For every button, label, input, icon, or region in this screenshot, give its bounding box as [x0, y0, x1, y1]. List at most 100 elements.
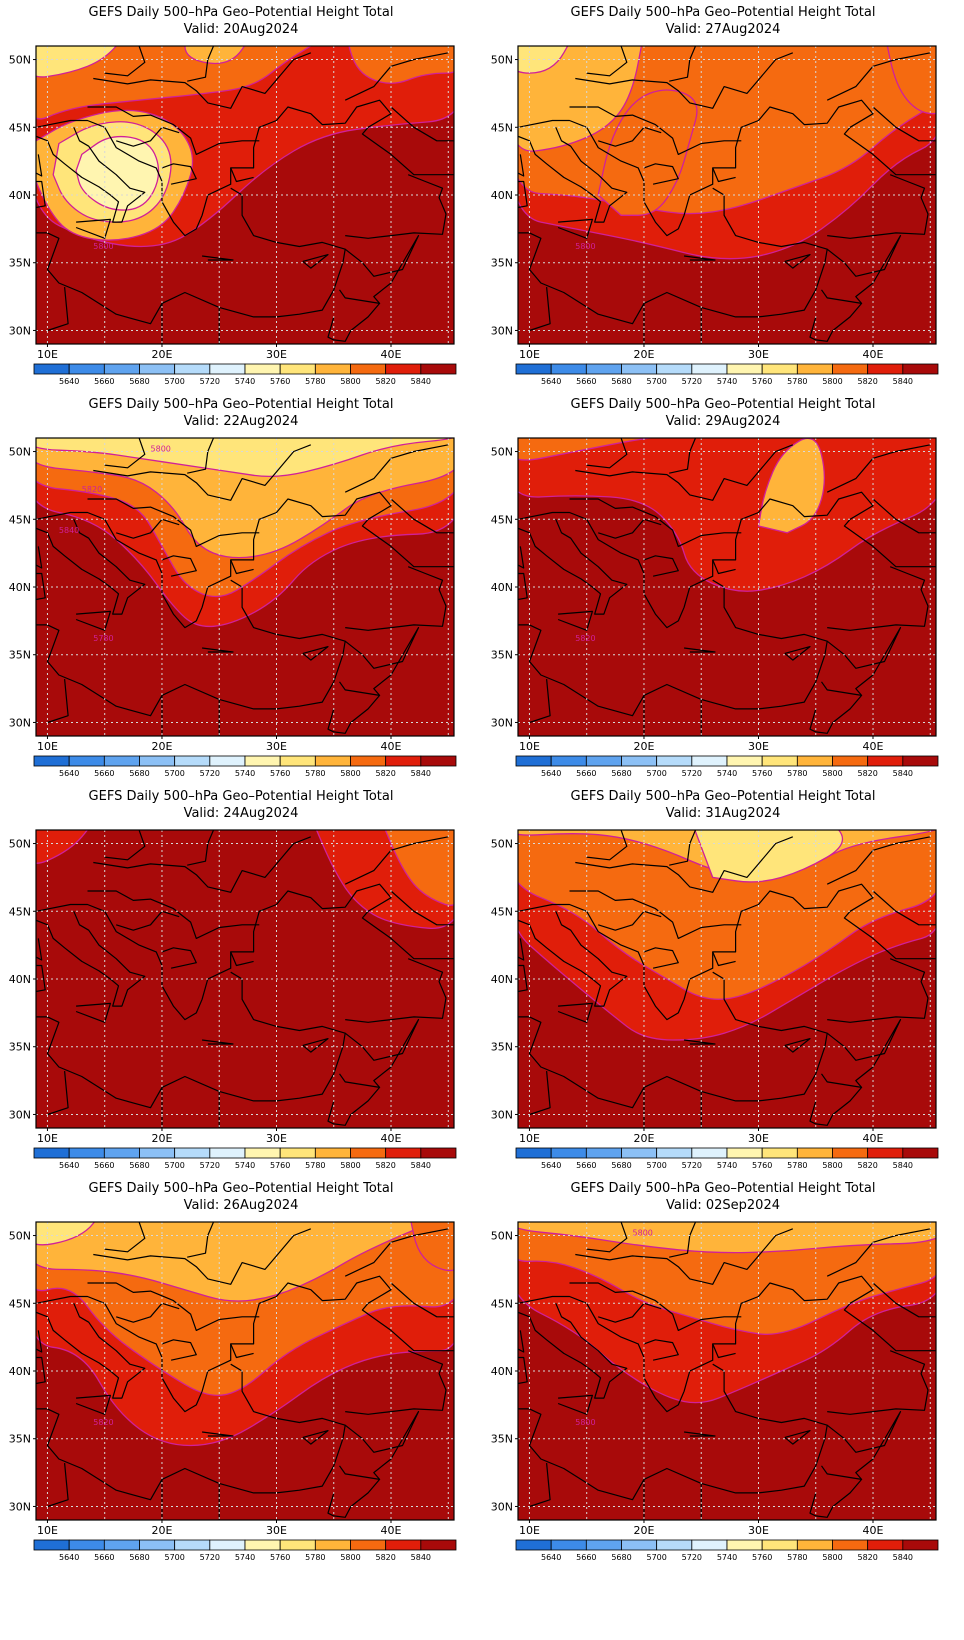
lon-label: 10E — [37, 740, 58, 753]
colorbar-label: 5760 — [752, 769, 772, 778]
coastline — [809, 695, 863, 734]
contour-band — [518, 830, 936, 1000]
coastline — [187, 438, 215, 474]
lon-label: 20E — [151, 1524, 172, 1537]
coastline — [518, 883, 936, 1021]
lon-label: 20E — [151, 348, 172, 361]
coastline — [575, 1228, 794, 1285]
lat-label: 50N — [491, 54, 513, 67]
colorbar-label: 5740 — [717, 769, 737, 778]
colorbar-label: 5680 — [129, 1161, 149, 1170]
colorbar-swatch — [420, 1147, 457, 1159]
coastline — [712, 951, 736, 967]
coastline — [187, 830, 215, 866]
map-panel: GEFS Daily 500–hPa Geo–Potential Height … — [0, 0, 482, 410]
colorbar-swatch — [279, 363, 316, 375]
colorbar-swatch — [656, 363, 693, 375]
colorbar-label: 5700 — [164, 377, 184, 386]
coastline — [345, 1350, 447, 1415]
colorbar-label: 5780 — [305, 1161, 325, 1170]
colorbar-swatch — [174, 1147, 211, 1159]
contour-label: 5800 — [575, 1418, 595, 1427]
lon-label: 10E — [519, 348, 540, 361]
colorbar-swatch — [515, 363, 552, 375]
colorbar-label: 5700 — [646, 1553, 666, 1562]
coastline — [161, 947, 197, 969]
coastline — [161, 163, 197, 185]
colorbar-swatch — [279, 755, 316, 767]
lat-label: 50N — [9, 54, 31, 67]
coastline — [569, 498, 742, 547]
lat-label: 30N — [9, 716, 31, 729]
colorbar-label: 5800 — [340, 377, 360, 386]
coastline — [36, 180, 46, 209]
colorbar-label: 5760 — [270, 769, 290, 778]
panel-title: GEFS Daily 500–hPa Geo–Potential Height … — [570, 397, 876, 412]
colorbar-swatch — [385, 363, 422, 375]
contour-band — [75, 135, 160, 211]
coastline — [872, 1282, 936, 1318]
colorbar-label: 5840 — [411, 769, 431, 778]
lat-label: 40N — [491, 189, 513, 202]
coastline — [327, 1479, 381, 1518]
map-canvas: 5820 50N 45N 40N 35N 30N 10E 20E 30E 40E 5640 5660 5… — [9, 1221, 457, 1562]
colorbar-label: 5640 — [541, 377, 561, 386]
coastline — [327, 695, 381, 734]
coastline — [575, 444, 794, 501]
map-panel: GEFS Daily 500–hPa Geo–Potential Height … — [482, 1176, 964, 1586]
colorbar-swatch — [867, 1539, 904, 1551]
colorbar-swatch — [796, 1147, 833, 1159]
coastline — [569, 106, 742, 155]
colorbar-swatch — [515, 1539, 552, 1551]
lon-label: 30E — [748, 740, 769, 753]
colorbar-label: 5740 — [717, 1553, 737, 1562]
lat-label: 40N — [9, 581, 31, 594]
lat-label: 50N — [491, 1230, 513, 1243]
coastline — [684, 1431, 716, 1437]
colorbar-label: 5740 — [235, 377, 255, 386]
colorbar-swatch — [350, 1539, 387, 1551]
contour-band — [36, 438, 454, 559]
colorbar-swatch — [585, 363, 622, 375]
panel-valid-date: Valid: 31Aug2024 — [665, 806, 781, 821]
contour-label: 5820 — [575, 634, 595, 643]
coastline — [47, 679, 69, 724]
coastline — [669, 1222, 697, 1258]
colorbar-swatch — [550, 755, 587, 767]
coastline — [518, 180, 528, 209]
colorbar-label: 5820 — [857, 769, 877, 778]
coastline — [821, 235, 902, 304]
coastline — [93, 52, 312, 109]
colorbar-label: 5800 — [340, 1161, 360, 1170]
colorbar-swatch — [726, 755, 763, 767]
colorbar-label: 5700 — [164, 1161, 184, 1170]
contour-band — [384, 830, 454, 906]
colorbar-label: 5780 — [787, 1161, 807, 1170]
colorbar-swatch — [139, 1539, 176, 1551]
colorbar-swatch — [832, 363, 869, 375]
colorbar-label: 5660 — [94, 769, 114, 778]
coastline — [684, 255, 716, 261]
colorbar-swatch — [209, 755, 246, 767]
coastline — [36, 883, 454, 1021]
lon-label: 20E — [633, 348, 654, 361]
coastline — [598, 126, 662, 147]
colorbar-swatch — [174, 363, 211, 375]
contour-band — [518, 1222, 936, 1335]
colorbar-swatch — [585, 1147, 622, 1159]
coastline — [36, 127, 146, 223]
lon-label: 30E — [266, 348, 287, 361]
coastline — [327, 1087, 381, 1126]
coastline — [202, 255, 234, 261]
colorbar-swatch — [902, 1147, 939, 1159]
coastline — [557, 1394, 594, 1415]
lon-label: 30E — [748, 1524, 769, 1537]
coastline — [87, 1282, 260, 1331]
colorbar-label: 5680 — [611, 377, 631, 386]
coastline — [529, 1463, 551, 1508]
coastline — [390, 498, 454, 534]
coastline — [339, 1411, 420, 1480]
lat-label: 40N — [491, 581, 513, 594]
colorbar-label: 5680 — [129, 377, 149, 386]
lon-label: 20E — [151, 740, 172, 753]
